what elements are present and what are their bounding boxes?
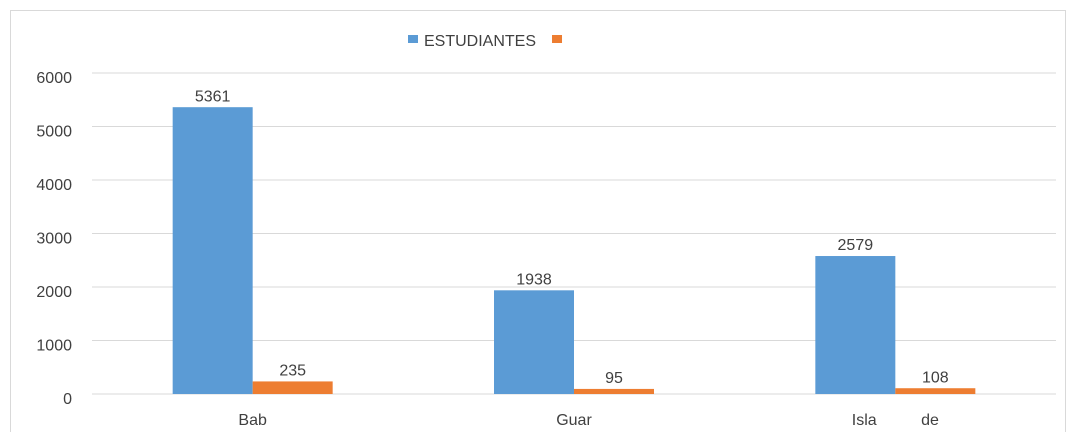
y-tick-label: 5000 <box>36 124 72 141</box>
bar <box>252 381 333 394</box>
y-tick-label: 0 <box>63 391 72 408</box>
data-label: 108 <box>922 369 949 386</box>
bar <box>815 256 896 394</box>
legend-swatch <box>408 35 418 43</box>
y-tick-label: 3000 <box>36 231 72 248</box>
data-label: 1938 <box>516 272 552 289</box>
bar <box>172 107 253 395</box>
bar <box>494 290 574 394</box>
data-label: 2579 <box>838 237 874 254</box>
y-tick-label: 6000 <box>36 70 72 87</box>
x-tick-label: Isla de <box>852 412 939 429</box>
data-label: 5361 <box>195 88 231 105</box>
bar <box>895 388 976 394</box>
y-tick-label: 2000 <box>36 284 72 301</box>
x-tick-label: Guar <box>556 412 592 429</box>
data-label: 95 <box>605 370 623 387</box>
legend-swatch <box>552 35 563 43</box>
legend-label: ESTUDIANTES <box>424 33 536 50</box>
data-label: 235 <box>279 363 306 380</box>
x-tick-label: Bab <box>238 412 267 429</box>
y-tick-label: 4000 <box>36 177 72 194</box>
y-tick-label: 1000 <box>36 338 72 355</box>
bar <box>574 388 654 394</box>
